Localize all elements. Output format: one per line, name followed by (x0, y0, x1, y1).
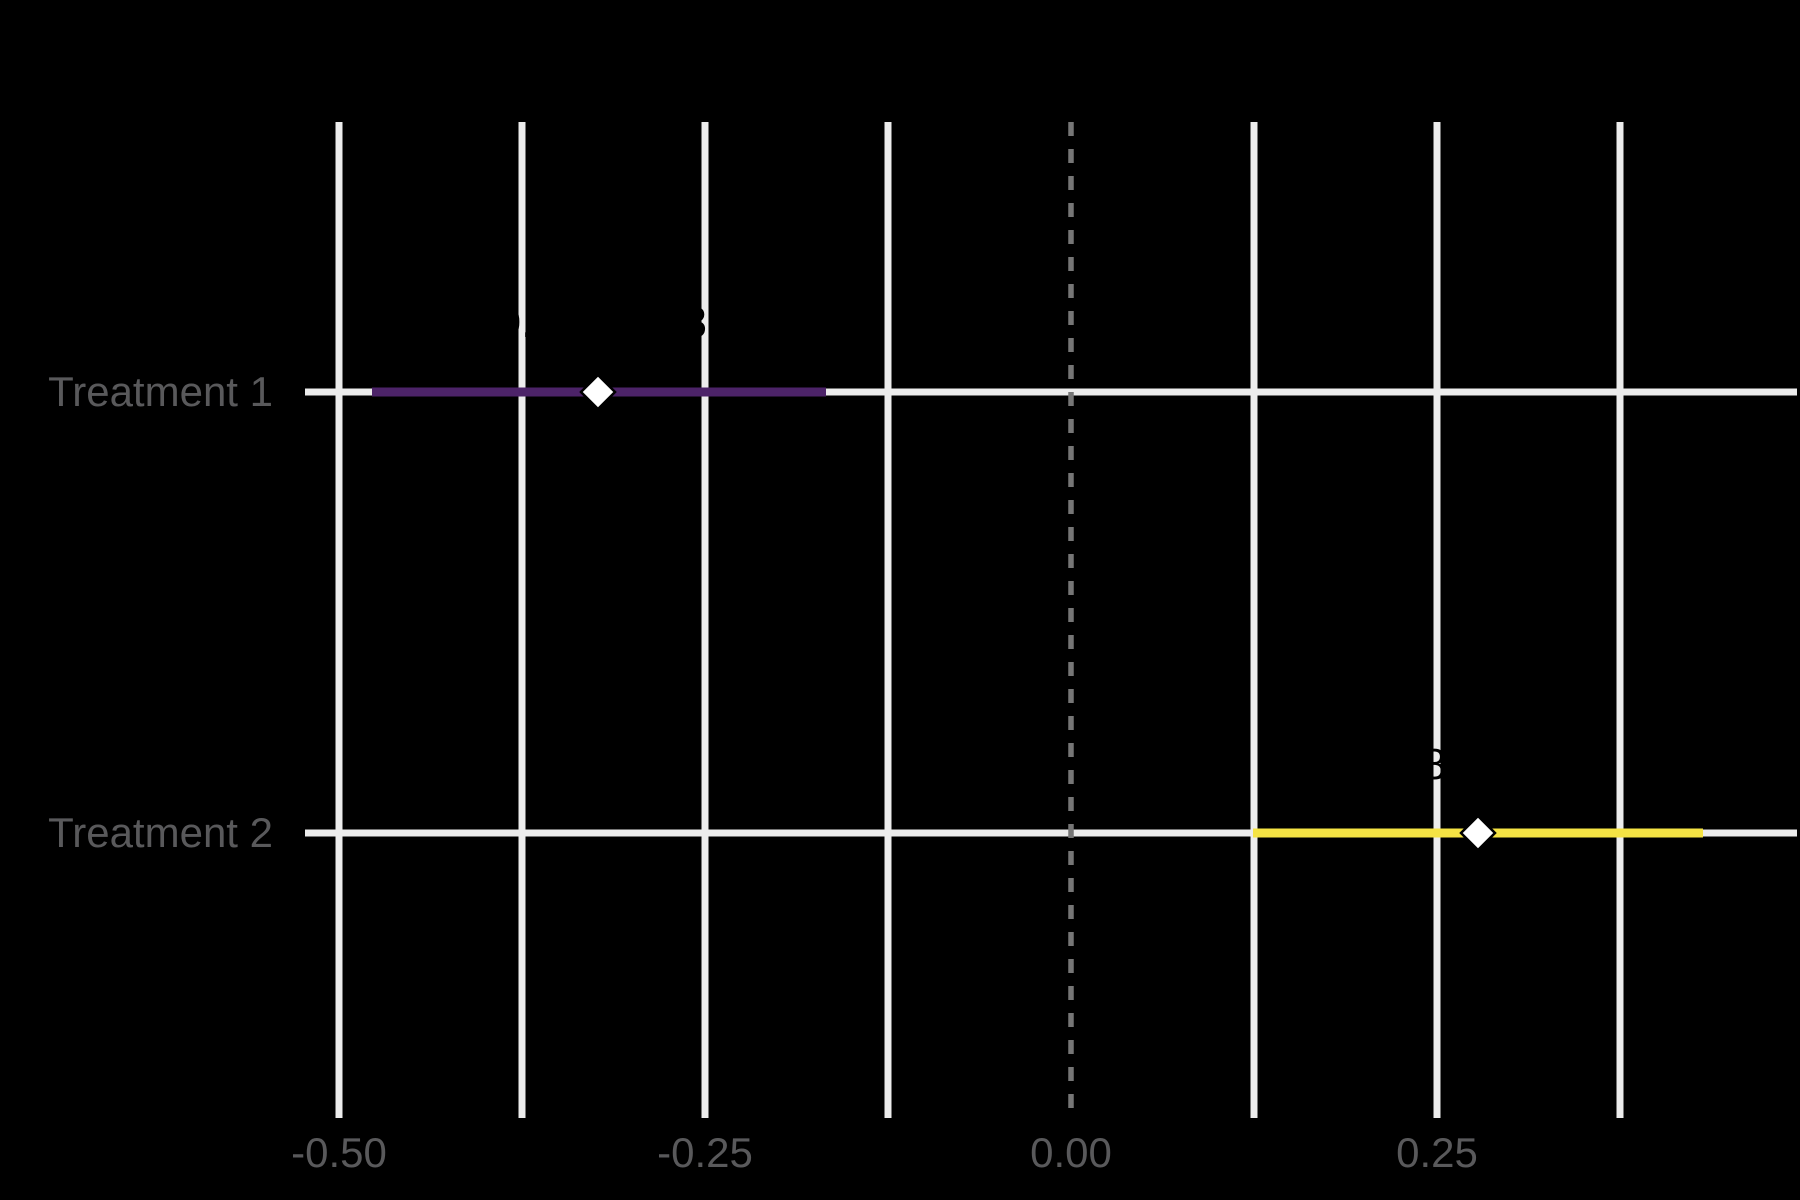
diamond-treatment2 (1459, 814, 1497, 852)
x-tick-000: 0.00 (1030, 1129, 1112, 1176)
x-tick-neg050: -0.50 (291, 1129, 387, 1176)
diamond-treatment1 (579, 373, 617, 411)
estimate-annotation-treatment1: -0.33 [-0.48, -0.17] (482, 298, 844, 347)
y-axis-label-treatment1: Treatment 1 (48, 368, 273, 415)
x-tick-neg025: -0.25 (657, 1129, 753, 1176)
horizontal-row-lines (305, 388, 1797, 837)
y-axis-label-treatment2: Treatment 2 (48, 809, 273, 856)
vertical-gridlines (335, 122, 1624, 1118)
estimate-annotation-treatment2: 0.28 (1361, 740, 1447, 789)
x-tick-025: 0.25 (1396, 1129, 1478, 1176)
